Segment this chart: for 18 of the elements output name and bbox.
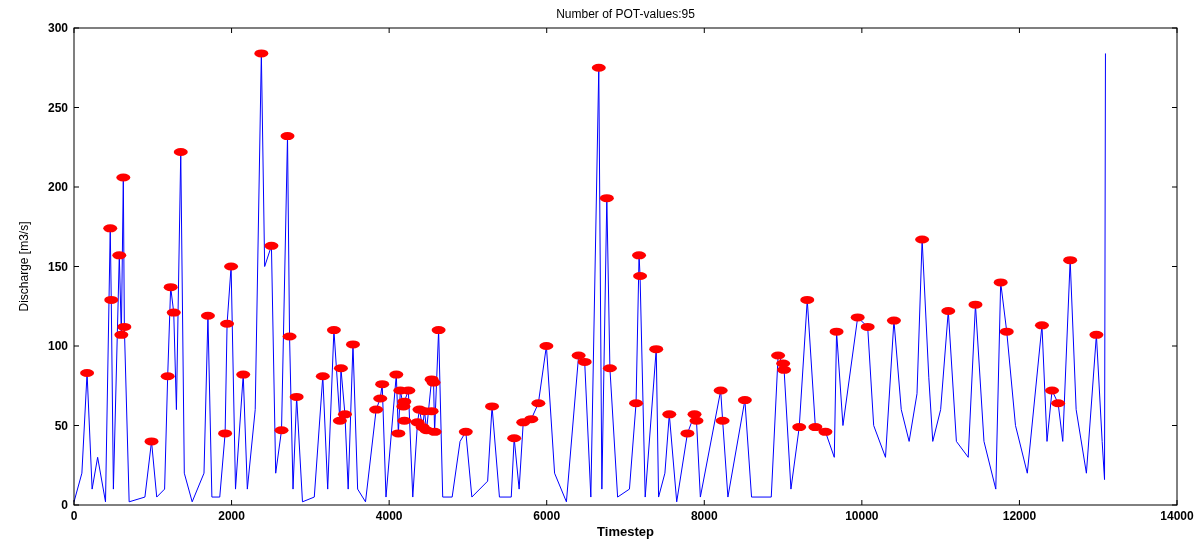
y-tick-label: 100 <box>47 339 69 353</box>
x-tick-label: 2000 <box>218 509 246 523</box>
y-tick-label: 250 <box>47 100 69 115</box>
y-tick-label: 300 <box>47 21 69 35</box>
y-tick-label: 200 <box>47 180 69 194</box>
x-tick-label: 14000 <box>1160 509 1194 523</box>
x-tick-label: 4000 <box>375 509 403 523</box>
y-tick-label: 150 <box>47 259 69 274</box>
x-tick-label: 8000 <box>690 509 718 523</box>
x-axis-title: Timestep <box>597 524 654 539</box>
y-tick-label: 50 <box>54 418 69 433</box>
x-tick-label: 10000 <box>845 509 879 523</box>
chart-title: Number of POT-values:95 <box>556 7 696 21</box>
x-tick-label: 12000 <box>1002 509 1037 523</box>
y-axis-title: Discharge [m3/s] <box>17 221 31 312</box>
y-tick-label: 0 <box>61 498 69 512</box>
x-tick-label: 6000 <box>533 509 561 523</box>
x-tick-label: 0 <box>70 509 78 523</box>
